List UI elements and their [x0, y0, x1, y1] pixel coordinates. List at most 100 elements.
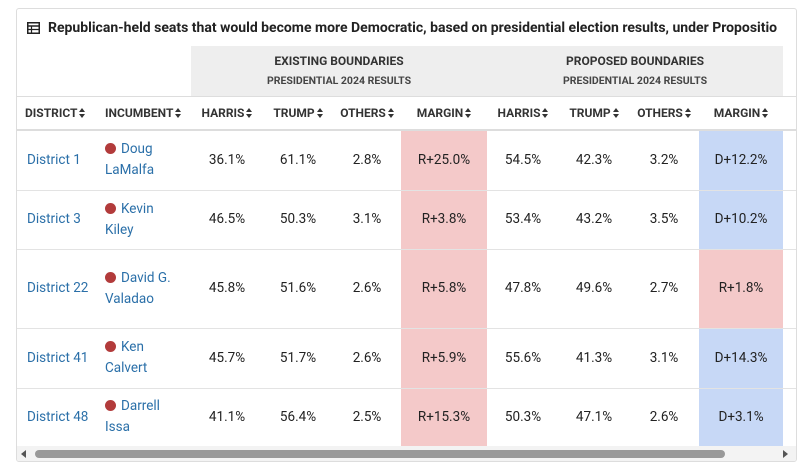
- incumbent-link[interactable]: David G. Valadao: [105, 269, 171, 307]
- district-link[interactable]: District 3: [27, 211, 81, 227]
- margin-cell: R+25.0%: [401, 130, 488, 191]
- value-cell: 61.1%: [263, 130, 333, 191]
- column-header[interactable]: HARRIS: [191, 96, 263, 131]
- value-cell: 46.5%: [191, 190, 263, 250]
- margin-cell: D+14.3%: [699, 328, 784, 389]
- sort-icon[interactable]: [542, 108, 549, 118]
- value-cell: 2.6%: [629, 388, 700, 446]
- district-cell: District 48: [17, 388, 99, 446]
- table-row: District 41 Ken Calvert 45.7% 51.7% 2.6% R+5.…: [17, 328, 796, 389]
- column-header[interactable]: INCUMBENT: [99, 96, 191, 131]
- value-cell: 43.2%: [559, 190, 630, 250]
- empty-cell: [783, 190, 796, 250]
- party-dot: [105, 400, 116, 411]
- column-header[interactable]: MARGIN: [699, 96, 784, 131]
- value-cell: 55.6%: [487, 328, 560, 389]
- group-name: PROPOSED BOUNDARIES: [566, 54, 705, 68]
- column-label: OTHERS: [637, 106, 683, 120]
- party-dot: [105, 271, 116, 283]
- group-header: PROPOSED BOUNDARIES PRESIDENTIAL 2024 RES…: [487, 46, 784, 97]
- value-cell: 3.5%: [629, 190, 700, 250]
- empty-cell: [783, 130, 796, 191]
- incumbent-cell: Ken Calvert: [99, 328, 191, 389]
- margin-cell: D+10.2%: [699, 190, 784, 250]
- value-cell: 3.1%: [629, 328, 700, 389]
- sort-icon[interactable]: [316, 108, 323, 118]
- margin-cell: R+15.3%: [401, 388, 488, 446]
- margin-cell: R+3.8%: [401, 190, 488, 250]
- column-header[interactable]: MARGIN: [401, 96, 488, 131]
- scroll-thumb[interactable]: [35, 450, 725, 458]
- empty-cell: [783, 328, 796, 389]
- sort-icon[interactable]: [465, 108, 472, 118]
- table-widget: Republican-held seats that would become …: [16, 8, 797, 462]
- sort-icon[interactable]: [246, 108, 253, 118]
- table-scroll: EXISTING BOUNDARIES PRESIDENTIAL 2024 RES…: [17, 46, 796, 446]
- column-label: INCUMBENT: [105, 106, 174, 120]
- blank-header: [783, 46, 796, 97]
- value-cell: 36.1%: [191, 130, 263, 191]
- value-cell: 50.3%: [263, 190, 333, 250]
- value-cell: 2.5%: [333, 388, 401, 446]
- column-header[interactable]: TRUMP: [263, 96, 333, 131]
- column-header[interactable]: HARRIS: [487, 96, 560, 131]
- incumbent-cell: Darrell Issa: [99, 388, 191, 446]
- column-header[interactable]: OTHERS: [333, 96, 401, 131]
- column-label: HARRIS: [201, 106, 245, 120]
- table: EXISTING BOUNDARIES PRESIDENTIAL 2024 RES…: [17, 46, 796, 446]
- incumbent-link[interactable]: Ken Calvert: [105, 339, 148, 376]
- title-bar: Republican-held seats that would become …: [17, 9, 796, 46]
- scroll-left[interactable]: [21, 450, 26, 458]
- value-cell: 41.1%: [191, 388, 263, 446]
- group-header: EXISTING BOUNDARIES PRESIDENTIAL 2024 RES…: [191, 46, 488, 97]
- incumbent-link[interactable]: Kevin Kiley: [105, 200, 154, 238]
- column-header[interactable]: DISTRICT: [17, 96, 99, 131]
- district-link[interactable]: District 41: [27, 349, 89, 366]
- value-cell: 51.6%: [263, 249, 333, 329]
- district-link[interactable]: District 48: [27, 408, 89, 425]
- sort-icon[interactable]: [762, 108, 769, 118]
- column-header: [783, 96, 796, 131]
- district-link[interactable]: District 22: [27, 280, 89, 296]
- margin-cell: D+3.1%: [699, 388, 784, 446]
- scroll-right[interactable]: [783, 450, 788, 458]
- column-label: TRUMP: [569, 106, 611, 120]
- column-label: DISTRICT: [25, 106, 78, 120]
- table-body: District 1 Doug LaMalfa 36.1% 61.1% 2.8% R+25…: [17, 130, 796, 446]
- value-cell: 54.5%: [487, 130, 560, 191]
- incumbent-cell: Doug LaMalfa: [99, 130, 191, 191]
- sort-icon[interactable]: [612, 108, 619, 118]
- column-header[interactable]: TRUMP: [559, 96, 630, 131]
- sort-icon[interactable]: [387, 108, 394, 118]
- scrollbar[interactable]: [17, 446, 796, 461]
- table-row: District 1 Doug LaMalfa 36.1% 61.1% 2.8% R+25…: [17, 130, 796, 191]
- value-cell: 51.7%: [263, 328, 333, 389]
- margin-cell: D+12.2%: [699, 130, 784, 191]
- column-header[interactable]: OTHERS: [629, 96, 700, 131]
- value-cell: 41.3%: [559, 328, 630, 389]
- column-label: OTHERS: [340, 106, 386, 120]
- district-cell: District 41: [17, 328, 99, 389]
- value-cell: 2.8%: [333, 130, 401, 191]
- incumbent-link[interactable]: Darrell Issa: [105, 398, 160, 435]
- value-cell: 42.3%: [559, 130, 630, 191]
- value-cell: 53.4%: [487, 190, 560, 250]
- blank-header: [17, 46, 191, 97]
- margin-cell: R+1.8%: [699, 249, 784, 329]
- district-cell: District 1: [17, 130, 99, 191]
- value-cell: 49.6%: [559, 249, 630, 329]
- party-dot: [105, 341, 116, 352]
- sort-icon[interactable]: [79, 108, 86, 118]
- value-cell: 45.7%: [191, 328, 263, 389]
- district-cell: District 3: [17, 190, 99, 250]
- incumbent-cell: Kevin Kiley: [99, 190, 191, 250]
- party-dot: [105, 143, 116, 155]
- sort-icon[interactable]: [684, 108, 691, 118]
- sort-icon[interactable]: [175, 108, 182, 118]
- column-label: MARGIN: [713, 106, 761, 120]
- incumbent-link[interactable]: Doug LaMalfa: [105, 141, 155, 179]
- group-name: EXISTING BOUNDARIES: [274, 54, 404, 68]
- value-cell: 3.1%: [333, 190, 401, 250]
- district-link[interactable]: District 1: [27, 151, 81, 168]
- margin-cell: R+5.8%: [401, 249, 488, 329]
